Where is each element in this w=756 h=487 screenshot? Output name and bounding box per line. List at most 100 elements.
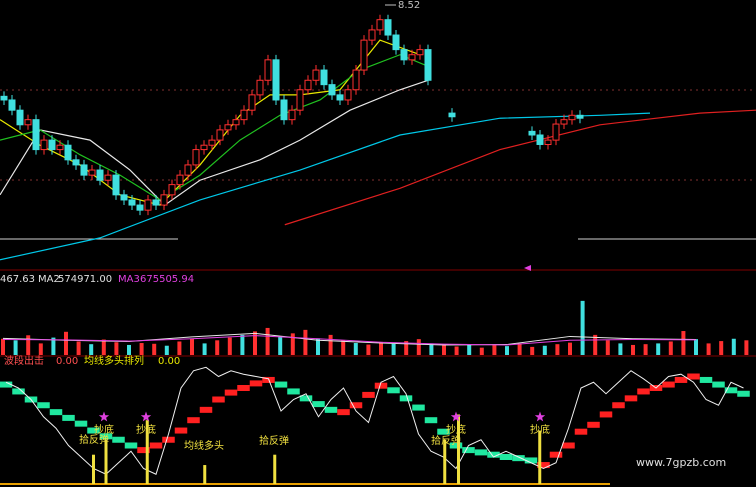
volume-bar [731, 338, 736, 355]
candle-body [72, 159, 80, 166]
volume-bar [555, 344, 560, 355]
trend-step [699, 376, 713, 383]
trend-step [487, 451, 500, 458]
candle-body [128, 199, 136, 206]
trend-step [599, 411, 613, 418]
candle-body [296, 89, 304, 111]
volume-bar [89, 344, 94, 355]
trend-step [674, 376, 688, 383]
volume-bar [593, 334, 598, 355]
candle-body [208, 139, 216, 146]
trend-step [299, 395, 313, 402]
trend-step [74, 420, 88, 427]
candle-body [152, 199, 160, 206]
trend-step [412, 404, 425, 411]
trend-step [687, 373, 700, 380]
signal-bar [457, 414, 460, 484]
trend-step [187, 417, 200, 424]
volume-bar [719, 341, 724, 355]
volume-bar [668, 341, 673, 355]
candle-body [576, 114, 584, 119]
signal-bar [538, 430, 542, 484]
volume-bar [101, 339, 106, 355]
candle-body [384, 19, 392, 36]
trend-step [612, 402, 625, 409]
candle-body [32, 119, 40, 151]
trend-step [49, 409, 63, 416]
volume-average [2, 332, 697, 346]
volume-bar [429, 343, 434, 355]
candle-body [16, 109, 24, 126]
trend-step [724, 387, 738, 394]
candle-body [232, 119, 240, 126]
volume-bar [530, 346, 535, 355]
candle-body [528, 130, 536, 136]
candle-body [112, 174, 120, 196]
volume-bar [328, 334, 333, 355]
candle-body [408, 54, 416, 61]
legend-value: 574971.00 [58, 274, 112, 285]
trend-step [212, 396, 225, 403]
candle-body [448, 112, 456, 118]
star-marker [140, 411, 152, 422]
marker [524, 265, 531, 271]
trend-step [174, 427, 188, 434]
trend-step [374, 382, 388, 389]
candle-body [224, 124, 232, 131]
volume-bar [467, 344, 472, 355]
candle-body [344, 89, 352, 101]
trend-step [387, 387, 400, 394]
candle-body [80, 164, 88, 176]
volume-bar [316, 338, 320, 355]
candle-body [320, 69, 328, 86]
trend-step [549, 451, 563, 458]
candle-body [568, 114, 576, 121]
trend-step [349, 402, 363, 409]
trend-step [474, 449, 488, 456]
signal-bar [203, 465, 207, 484]
volume-bar [366, 344, 371, 355]
legend-name: MA2 [38, 274, 60, 285]
volume-bar [744, 340, 749, 355]
legend-value: 467.63 [0, 274, 35, 285]
volume-bar [290, 333, 295, 355]
moving-average [0, 54, 426, 201]
trend-step [362, 391, 375, 398]
volume-bar [656, 343, 661, 355]
candle-body [168, 184, 176, 196]
volume-bar [215, 340, 220, 355]
signal-bar [92, 454, 95, 484]
star-marker [450, 411, 462, 422]
volume-bar [618, 343, 623, 355]
moving-average [284, 109, 756, 226]
volume-bar [177, 341, 182, 355]
volume-bar [190, 338, 194, 355]
volume-bar [580, 300, 585, 355]
moving-average [0, 79, 429, 206]
volume-average [2, 335, 697, 346]
candle-body [88, 169, 96, 176]
volume-bar [253, 331, 257, 355]
indicator-name: 波段出击 [4, 354, 44, 367]
candle-body [376, 19, 384, 31]
grid [0, 89, 756, 181]
volume-bar [442, 345, 446, 355]
volume-bar [278, 336, 283, 355]
trend-step [537, 462, 550, 469]
volume-bar [631, 344, 635, 355]
candle-body [400, 49, 408, 61]
trend-step [449, 442, 463, 449]
candle-body [192, 149, 200, 166]
volume-bar [404, 341, 409, 355]
high-label: 8.52 [398, 0, 420, 11]
candle-body [560, 119, 568, 125]
candle-body [328, 84, 336, 96]
trend-step [574, 428, 588, 435]
candle-body [264, 59, 272, 81]
volume-bar [391, 343, 396, 355]
indicator-name: 均线多头排列 [84, 354, 144, 367]
trend-step [712, 381, 725, 388]
candle-body [120, 194, 128, 201]
volume-bar [164, 345, 169, 355]
volume-bar [706, 343, 711, 355]
